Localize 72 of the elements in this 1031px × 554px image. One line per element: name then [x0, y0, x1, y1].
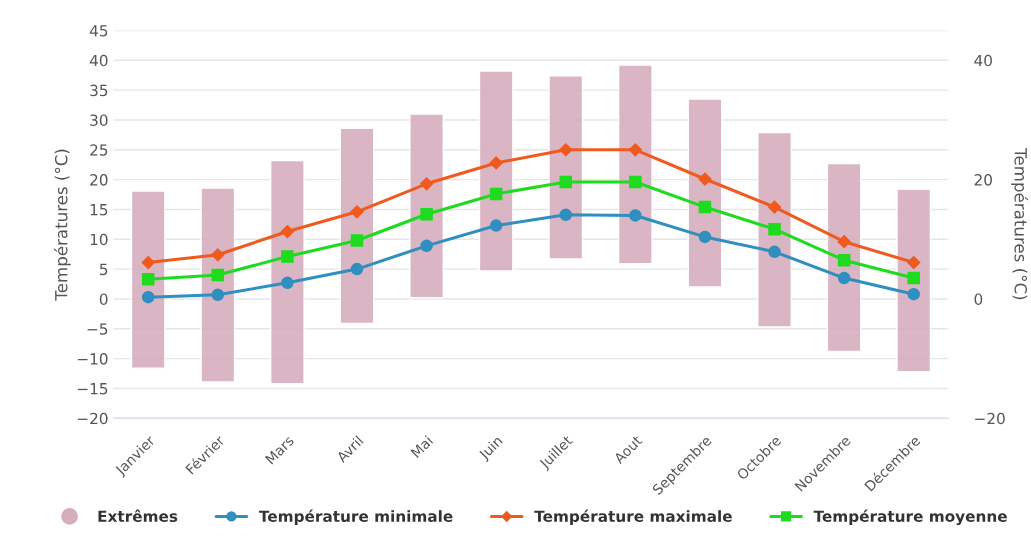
- point: [420, 239, 433, 253]
- point: [489, 219, 503, 232]
- point: [907, 271, 920, 285]
- point: [907, 287, 920, 301]
- y-tick-label: 40: [89, 54, 108, 67]
- y-tick-label: −10: [77, 353, 108, 365]
- y-tick-label: −5: [87, 323, 108, 335]
- point: [837, 253, 851, 267]
- point: [211, 248, 225, 262]
- bar: [200, 187, 236, 383]
- y-tick-label: 0: [99, 293, 108, 305]
- point: [559, 208, 573, 222]
- y2-tick-label: −20: [975, 412, 1005, 425]
- bar: [339, 127, 375, 325]
- point: [141, 255, 155, 270]
- point: [698, 200, 712, 214]
- point: [629, 175, 642, 189]
- point: [768, 222, 781, 236]
- legend-label: Température maximale: [534, 509, 732, 525]
- y2-tick-label: 40: [974, 54, 992, 67]
- point: [698, 230, 712, 244]
- point: [281, 276, 294, 290]
- y-tick-label: 35: [90, 84, 108, 97]
- point: [767, 200, 782, 214]
- point: [350, 262, 364, 276]
- point: [907, 255, 921, 270]
- bar: [478, 70, 514, 272]
- bar: [826, 162, 862, 353]
- bar: [617, 64, 653, 265]
- point: [141, 290, 155, 304]
- point: [837, 271, 851, 285]
- legend-label: Extrêmes: [98, 509, 178, 523]
- x-tick-label: Mai: [410, 435, 434, 459]
- point: [837, 235, 851, 249]
- y-tick-label: 45: [89, 25, 108, 37]
- y-axis-title: Températures (°C): [53, 149, 71, 301]
- y-tick-label: 20: [90, 174, 108, 186]
- point: [768, 245, 781, 259]
- bar: [548, 75, 584, 260]
- bar: [757, 131, 792, 328]
- y-tick-label: 5: [100, 263, 108, 276]
- point: [698, 172, 712, 186]
- legend-label: Température moyenne: [813, 509, 1007, 526]
- point: [419, 177, 434, 191]
- point: [281, 250, 294, 263]
- point: [489, 187, 503, 201]
- y-tick-label: −20: [77, 412, 108, 425]
- point: [211, 288, 225, 302]
- point: [559, 175, 573, 189]
- bar: [130, 190, 166, 369]
- point: [489, 156, 503, 170]
- point: [211, 268, 225, 282]
- point: [280, 224, 294, 239]
- y-tick-label: −15: [77, 383, 108, 395]
- y2-tick-label: 0: [974, 293, 983, 305]
- bar: [269, 159, 305, 385]
- point: [350, 234, 364, 247]
- y2-axis-title: Températures (°C): [1011, 148, 1028, 300]
- point: [141, 273, 155, 286]
- y-tick-label: 10: [90, 233, 108, 246]
- y2-tick-label: 20: [974, 174, 992, 186]
- bar: [687, 98, 723, 288]
- point: [628, 143, 642, 157]
- bar: [896, 188, 932, 373]
- y-tick-label: 30: [90, 114, 108, 126]
- y-tick-label: 15: [90, 204, 108, 216]
- point: [559, 143, 573, 157]
- point: [629, 209, 642, 222]
- point: [350, 205, 364, 219]
- legend-label: Température minimale: [259, 509, 453, 525]
- point: [420, 207, 433, 221]
- y-tick-label: 25: [90, 144, 108, 156]
